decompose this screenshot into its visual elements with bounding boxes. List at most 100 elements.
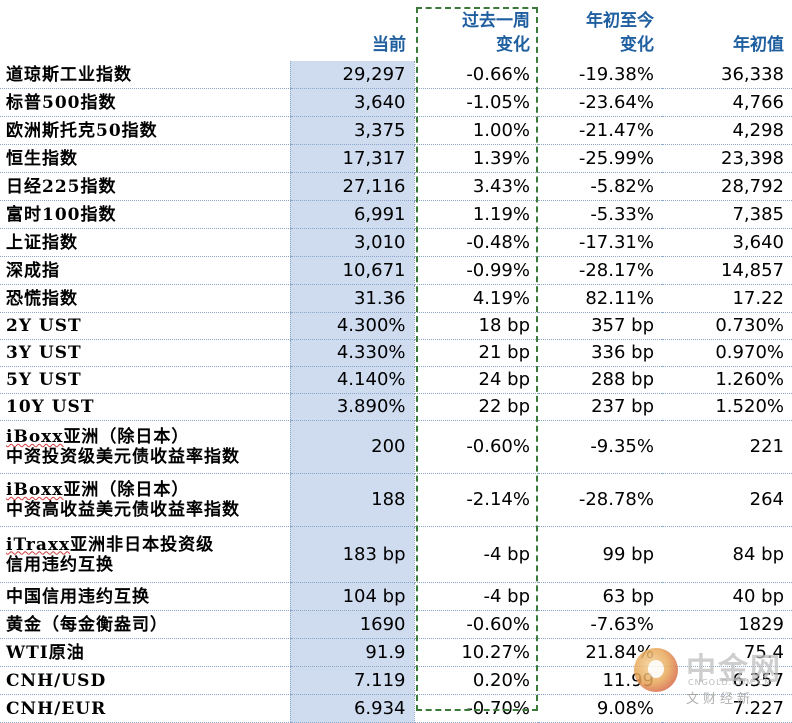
row-start-value: 23,398 [662, 144, 792, 173]
row-current: 200 [289, 420, 415, 474]
row-ytd-change: -28.78% [538, 473, 662, 527]
row-ytd-change: -19.38% [538, 61, 662, 89]
row-start-value: 1.520% [662, 393, 792, 421]
row-name: 5Y UST [0, 366, 290, 394]
row-name-line2: 中资投资级美元债收益率指数 [6, 447, 240, 467]
row-name: WTI原油 [0, 638, 290, 667]
row-current: 4.300% [289, 312, 415, 340]
row-name: 标普500指数 [0, 88, 290, 117]
row-start-value: 6.357 [662, 666, 792, 695]
row-name: iBoxx亚洲（除日本） 中资高收益美元债收益率指数 [0, 473, 290, 527]
row-name-prefix: iBoxx [6, 427, 64, 447]
header-ytd-line2: 变化 [620, 35, 654, 55]
row-name: 富时100指数 [0, 200, 290, 229]
row-current: 29,297 [289, 61, 415, 89]
header-current: 当前 [372, 35, 406, 55]
row-week-change: 22 bp [414, 393, 538, 421]
row-start-value: 3,640 [662, 228, 792, 257]
table-row: 恒生指数 17,317 1.39% -25.99% 23,398 [0, 144, 792, 173]
row-name: iBoxx亚洲（除日本） 中资投资级美元债收益率指数 [0, 420, 290, 474]
table-row: 3Y UST 4.330% 21 bp 336 bp 0.970% [0, 339, 792, 367]
row-name: 日经225指数 [0, 172, 290, 201]
row-current: 183 bp [289, 526, 415, 583]
row-week-change: -1.05% [414, 88, 538, 117]
row-week-change: 3.43% [414, 172, 538, 201]
row-name-line2: 中资高收益美元债收益率指数 [6, 500, 240, 520]
table-row: 5Y UST 4.140% 24 bp 288 bp 1.260% [0, 366, 792, 394]
row-week-change: 10.27% [414, 638, 538, 667]
table-row: CNH/USD 7.119 0.20% 11.99 6.357 [0, 666, 792, 695]
row-name-line2: 信用违约互换 [6, 554, 114, 575]
table-row: 恐慌指数 31.36 4.19% 82.11% 17.22 [0, 284, 792, 313]
table-row: 10Y UST 3.890% 22 bp 237 bp 1.520% [0, 393, 792, 421]
row-name-suffix: 亚洲（除日本） [63, 427, 190, 447]
header-week-change: 过去一周 变化 [414, 0, 538, 61]
table-row: 标普500指数 3,640 -1.05% -23.64% 4,766 [0, 88, 792, 117]
row-week-change: 4.19% [414, 284, 538, 313]
row-current: 17,317 [289, 144, 415, 173]
row-week-change: -0.60% [414, 610, 538, 639]
row-week-change: -2.14% [414, 473, 538, 527]
row-current: 31.36 [289, 284, 415, 313]
table-row: iBoxx亚洲（除日本） 中资高收益美元债收益率指数 188 -2.14% -2… [0, 473, 792, 527]
header-row: 当前 过去一周 变化 年初至今 变化 年初值 [0, 0, 792, 61]
row-start-value: 36,338 [662, 61, 792, 89]
row-current: 27,116 [289, 172, 415, 201]
row-name: 10Y UST [0, 393, 290, 421]
table-row: 日经225指数 27,116 3.43% -5.82% 28,792 [0, 172, 792, 201]
row-week-change: -0.60% [414, 420, 538, 474]
table-row: 上证指数 3,010 -0.48% -17.31% 3,640 [0, 228, 792, 257]
row-week-change: 24 bp [414, 366, 538, 394]
row-name: 3Y UST [0, 339, 290, 367]
row-ytd-change: 99 bp [538, 526, 662, 583]
row-current: 6,991 [289, 200, 415, 229]
row-week-change: -4 bp [414, 582, 538, 611]
row-ytd-change: -23.64% [538, 88, 662, 117]
header-name [0, 0, 290, 61]
row-current: 7.119 [289, 666, 415, 695]
row-week-change: -0.48% [414, 228, 538, 257]
row-current: 3,010 [289, 228, 415, 257]
table-row: iBoxx亚洲（除日本） 中资投资级美元债收益率指数 200 -0.60% -9… [0, 420, 792, 474]
header-ytd-line1: 年初至今 [586, 11, 654, 31]
row-ytd-change: 237 bp [538, 393, 662, 421]
table-row: iTraxx亚洲非日本投资级 信用违约互换 183 bp -4 bp 99 bp… [0, 526, 792, 583]
row-ytd-change: 336 bp [538, 339, 662, 367]
row-ytd-change: 9.08% [538, 694, 662, 723]
row-week-change: 0.20% [414, 666, 538, 695]
row-ytd-change: 357 bp [538, 312, 662, 340]
row-name: 欧洲斯托克50指数 [0, 116, 290, 145]
row-name: 恐慌指数 [0, 284, 290, 313]
row-week-change: -0.70% [414, 694, 538, 723]
row-name-prefix: iTraxx [6, 534, 71, 555]
row-current: 10,671 [289, 256, 415, 285]
row-ytd-change: 82.11% [538, 284, 662, 313]
row-current: 4.140% [289, 366, 415, 394]
row-ytd-change: -9.35% [538, 420, 662, 474]
row-ytd-change: 63 bp [538, 582, 662, 611]
row-start-value: 4,766 [662, 88, 792, 117]
row-name: 恒生指数 [0, 144, 290, 173]
row-start-value: 40 bp [662, 582, 792, 611]
row-start-value: 84 bp [662, 526, 792, 583]
row-name: 上证指数 [0, 228, 290, 257]
row-week-change: 1.19% [414, 200, 538, 229]
row-ytd-change: -28.17% [538, 256, 662, 285]
row-ytd-change: 21.84% [538, 638, 662, 667]
row-start-value: 1829 [662, 610, 792, 639]
row-start-value: 4,298 [662, 116, 792, 145]
row-start-value: 14,857 [662, 256, 792, 285]
row-name-suffix: 亚洲非日本投资级 [70, 534, 215, 555]
row-name: 道琼斯工业指数 [0, 61, 290, 89]
row-week-change: 21 bp [414, 339, 538, 367]
row-current: 1690 [289, 610, 415, 639]
row-ytd-change: -25.99% [538, 144, 662, 173]
row-start-value: 264 [662, 473, 792, 527]
row-name: 2Y UST [0, 312, 290, 340]
row-start-value: 1.260% [662, 366, 792, 394]
row-ytd-change: 288 bp [538, 366, 662, 394]
row-start-value: 0.970% [662, 339, 792, 367]
row-start-value: 7,385 [662, 200, 792, 229]
row-current: 4.330% [289, 339, 415, 367]
row-name: 黄金（每金衡盎司） [0, 610, 290, 639]
